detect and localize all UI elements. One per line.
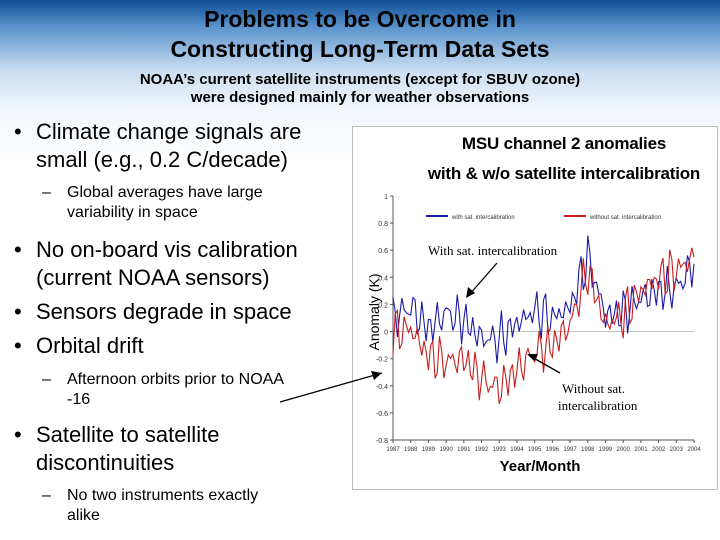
bullet-glyph: •	[14, 119, 22, 144]
sub-bullet-text-line: variability in space	[67, 204, 198, 221]
x-tick-label: 1988	[404, 447, 418, 453]
x-tick-label: 1993	[493, 447, 507, 453]
y-tick-label: -0.2	[376, 357, 388, 364]
x-tick-label: 2000	[616, 447, 630, 453]
bullet-text-line: discontinuities	[36, 450, 175, 475]
bullet-satellite-discontinuities: • Satellite to satellite discontinuities	[14, 421, 220, 477]
bullet-glyph: •	[14, 333, 22, 358]
x-tick-label: 1995	[528, 447, 542, 453]
x-tick-label: 1998	[581, 447, 595, 453]
slide-subtitle: NOAA’s current satellite instruments (ex…	[0, 71, 720, 107]
series-line-without-intercalibration	[392, 247, 695, 404]
dash-glyph: –	[42, 371, 51, 388]
y-tick-label: 0.6	[378, 248, 388, 255]
y-tick-label: 0.8	[378, 221, 388, 228]
chart-x-axis-label: Year/Month	[499, 458, 581, 475]
arrow-head-with-series	[466, 287, 475, 298]
x-tick-label: 1996	[546, 447, 560, 453]
sub-bullet-afternoon-orbits: – Afternoon orbits prior to NOAA -16	[42, 370, 284, 410]
y-tick-label: -0.4	[376, 384, 388, 391]
sub-bullet-instruments: – No two instruments exactly alike	[42, 486, 259, 526]
bullet-orbital-drift: • Orbital drift	[14, 332, 144, 360]
bullet-text-line: Satellite to satellite	[36, 422, 220, 447]
x-tick-label: 2004	[687, 447, 701, 453]
y-tick-label: -0.8	[376, 438, 388, 445]
arrow-to-with-series	[468, 262, 498, 296]
sub-bullet-text-line: Global averages have large	[67, 184, 263, 201]
dash-glyph: –	[42, 487, 51, 504]
x-tick-label: 1999	[599, 447, 613, 453]
x-tick-label: 2001	[634, 447, 648, 453]
legend-label: with sat. intercalibration	[451, 215, 515, 221]
plot-area: 1 0.8 0.6 0.4 0.2 0 -0.2 -0.4 -0.6 -0.8 1987 1988 19…	[376, 194, 701, 453]
x-tick-label: 1997	[563, 447, 577, 453]
bullet-list: • Climate change signals are small (e.g.…	[14, 118, 302, 526]
y-tick-label: 1	[384, 194, 388, 201]
annotation-without-line-2: intercalibration	[558, 398, 638, 413]
sub-bullet-text-line: -16	[67, 391, 91, 408]
sub-bullet-text-line: alike	[67, 507, 100, 524]
bullet-text-line: Orbital drift	[36, 333, 144, 358]
bullet-sensors-degrade: • Sensors degrade in space	[14, 298, 292, 326]
chart-title-line-2: with & w/o satellite intercalibration	[427, 164, 701, 183]
sub-bullet-global-averages: – Global averages have large variability…	[42, 183, 263, 223]
arrow-head-bullet	[371, 371, 382, 380]
bullet-text-line: No on-board vis calibration	[36, 237, 298, 262]
y-tick-label: -0.6	[376, 411, 388, 418]
slide-title-line-2: Constructing Long-Term Data Sets	[170, 36, 550, 62]
slide-subtitle-line-1: NOAA’s current satellite instruments (ex…	[139, 71, 581, 88]
arrow-head-without-series	[527, 354, 538, 361]
y-tick-label: 0.2	[378, 302, 388, 309]
bullet-glyph: •	[14, 422, 22, 447]
y-tick-label: 0	[384, 330, 388, 337]
annotation-without-line-1: Without sat.	[562, 381, 626, 396]
y-tick-label: 0.4	[378, 275, 388, 282]
bullet-glyph: •	[14, 299, 22, 324]
bullet-text-line: (current NOAA sensors)	[36, 265, 270, 290]
sub-bullet-text-line: Afternoon orbits prior to NOAA	[67, 371, 284, 388]
bullet-text-line: Climate change signals are	[36, 119, 302, 144]
bullet-vis-calibration: • No on-board vis calibration (current N…	[14, 236, 298, 292]
x-tick-label: 2003	[670, 447, 684, 453]
bullet-text-line: small (e.g., 0.2 C/decade)	[36, 147, 288, 172]
x-tick-label: 1987	[386, 447, 400, 453]
legend-label: without sat. intercalibration	[589, 215, 661, 221]
x-tick-label: 2002	[652, 447, 666, 453]
chart-title-line-1: MSU channel 2 anomalies	[461, 134, 667, 153]
slide-subtitle-line-2: were designed mainly for weather observa…	[190, 89, 530, 106]
x-tick-label: 1989	[422, 447, 436, 453]
annotation-with-intercalibration: With sat. intercalibration	[428, 243, 558, 258]
x-tick-label: 1990	[439, 447, 453, 453]
slide-title: Problems to be Overcome in Constructing …	[0, 4, 720, 64]
bullet-text-line: Sensors degrade in space	[36, 299, 292, 324]
bullet-glyph: •	[14, 237, 22, 262]
dash-glyph: –	[42, 184, 51, 201]
arrow-to-bullet	[279, 372, 383, 403]
x-tick-label: 1994	[510, 447, 524, 453]
x-tick-label: 1991	[457, 447, 471, 453]
slide-title-line-1: Problems to be Overcome in	[204, 6, 516, 32]
series-line-with-intercalibration	[392, 235, 695, 364]
sub-bullet-text-line: No two instruments exactly	[67, 487, 259, 504]
x-tick-label: 1992	[475, 447, 489, 453]
bullet-climate-signals: • Climate change signals are small (e.g.…	[14, 118, 302, 174]
